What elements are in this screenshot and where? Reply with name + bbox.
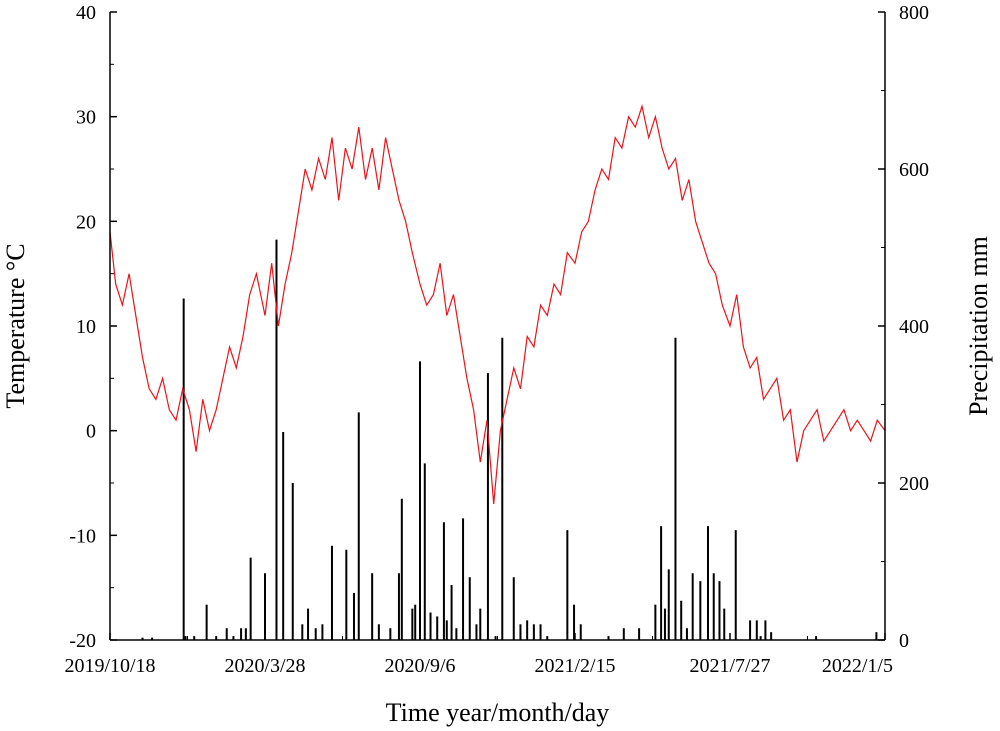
x-tick-label: 2022/1/5 (822, 655, 893, 677)
x-tick-label: 2021/2/15 (534, 655, 615, 677)
x-tick-label: 2019/10/18 (64, 655, 155, 677)
left-tick-label: 40 (76, 2, 96, 24)
left-tick-label: -20 (69, 630, 96, 652)
right-axis-title: Precipitation mm (964, 236, 993, 416)
temperature-line (109, 103, 886, 504)
left-tick-label: -10 (69, 525, 96, 547)
x-tick-label: 2020/9/6 (384, 655, 455, 677)
x-tick-label: 2020/3/28 (224, 655, 305, 677)
right-tick-label: 200 (899, 473, 929, 495)
right-tick-label: 400 (899, 316, 929, 338)
left-tick-label: 0 (86, 421, 96, 443)
right-tick-label: 600 (899, 159, 929, 181)
x-axis-title: Time year/month/day (386, 698, 610, 727)
right-tick-label: 800 (899, 2, 929, 24)
left-tick-label: 30 (76, 107, 96, 129)
left-tick-label: 20 (76, 211, 96, 233)
plot-area (109, 103, 886, 640)
right-tick-label: 0 (899, 630, 909, 652)
left-tick-label: 10 (76, 316, 96, 338)
left-axis-title: Temperature °C (1, 243, 30, 408)
x-tick-label: 2021/7/27 (689, 655, 770, 677)
axes (109, 11, 886, 641)
